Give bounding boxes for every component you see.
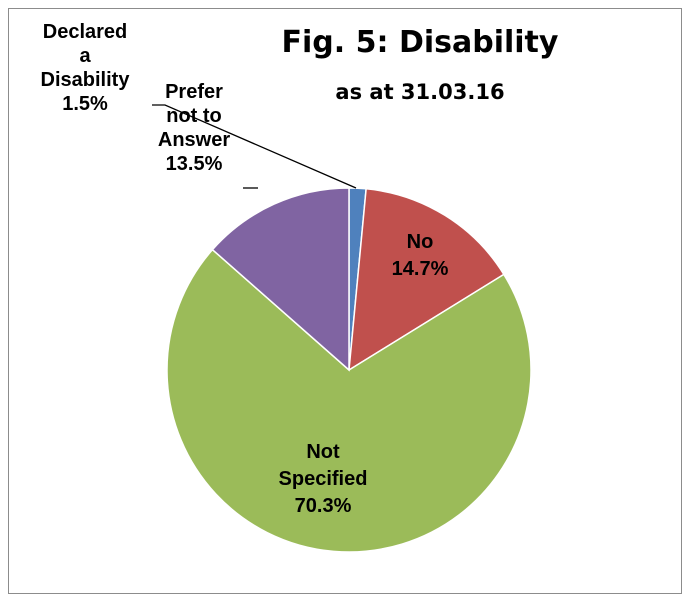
data-label-line: No <box>407 231 434 253</box>
data-label-line: Prefer <box>165 81 223 103</box>
data-label-prefer-not-to-answer: Prefer not to Answer 13.5% <box>158 81 230 175</box>
data-label-line: Not <box>306 441 340 463</box>
data-label-declared-a-disability: Declared a Disability 1.5% <box>41 21 131 115</box>
data-label-line: 14.7% <box>392 258 449 280</box>
data-label-line: Specified <box>279 468 368 490</box>
data-label-line: not to <box>166 105 222 127</box>
chart-subtitle: as at 31.03.16 <box>335 80 504 104</box>
data-label-line: Answer <box>158 129 230 151</box>
data-label-line: 70.3% <box>295 495 352 517</box>
data-labels: Declared a Disability 1.5% No 14.7% Not Specifi… <box>41 21 449 517</box>
pie-slice-not-specified <box>166 248 532 553</box>
data-label-line: Disability <box>41 69 131 91</box>
data-label-line: a <box>79 45 91 67</box>
data-label-not-specified: Not Specified 70.3% <box>279 441 368 517</box>
leader-line <box>152 104 357 189</box>
data-label-line: Declared <box>43 21 128 43</box>
data-label-line: 1.5% <box>62 93 108 115</box>
data-label-no: No 14.7% <box>392 231 449 280</box>
pie-slice-no <box>348 187 505 372</box>
pie-slice-prefer-not-to-answer <box>211 187 350 372</box>
leader-lines <box>152 104 357 189</box>
chart-title: Fig. 5: Disability <box>282 25 559 60</box>
data-label-line: 13.5% <box>166 153 223 175</box>
pie-slices <box>166 187 532 553</box>
